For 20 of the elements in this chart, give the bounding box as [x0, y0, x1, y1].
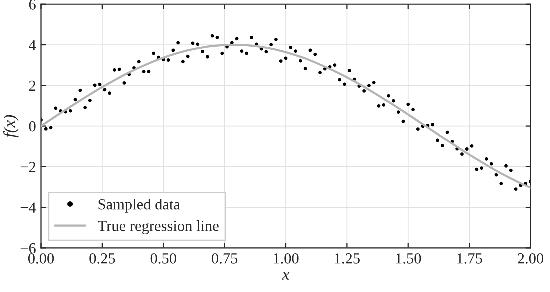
legend-label: True regression line	[98, 220, 219, 234]
x-tick-label: 1.00	[274, 254, 299, 264]
y-tick-label: −6	[20, 243, 36, 254]
x-tick-label: 0.50	[150, 254, 176, 264]
legend-label: Sampled data	[98, 198, 180, 213]
x-tick-label: 2.00	[518, 254, 544, 264]
x-tick-label: 0.25	[90, 254, 116, 264]
y-tick-label: −4	[20, 202, 36, 213]
x-tick-label: 1.75	[458, 254, 482, 264]
x-axis-title: x	[282, 272, 290, 280]
x-tick-label: 0.00	[28, 254, 54, 264]
y-tick-label: −2	[20, 162, 36, 172]
y-tick-label: 0	[29, 121, 36, 132]
x-tick-label: 1.25	[335, 254, 360, 264]
y-axis-title: f(x)	[3, 115, 19, 138]
y-tick-label: 4	[29, 40, 36, 50]
x-tick-label: 0.75	[212, 254, 238, 264]
x-tick-label: 1.50	[396, 254, 422, 264]
y-tick-label: 6	[29, 0, 36, 10]
y-tick-label: 2	[29, 80, 36, 91]
